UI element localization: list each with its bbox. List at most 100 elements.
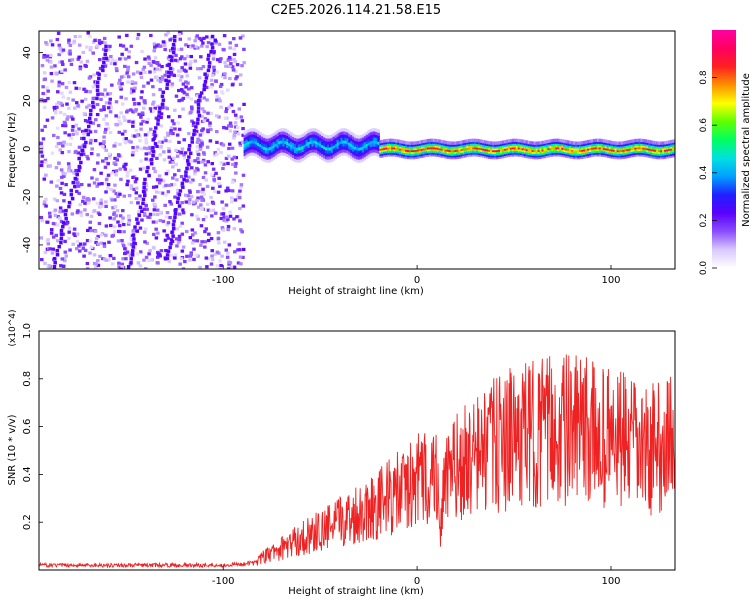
spectrogram-band-cell <box>307 150 311 154</box>
spectrogram-streak-cell <box>168 245 172 250</box>
spectrogram-noise-cell <box>52 197 57 201</box>
spectrogram-band-cell <box>588 141 592 145</box>
spectrogram-band-cell <box>319 149 322 153</box>
spectrogram-noise-cell <box>173 256 177 260</box>
spectrogram-band-cell <box>662 141 665 145</box>
spectrogram-noise-cell <box>190 159 195 163</box>
spectrogram-band-cell <box>632 140 636 145</box>
spectrogram-band-cell <box>620 143 624 147</box>
spectrogram-band-cell <box>581 150 584 154</box>
spectrogram-band-cell <box>527 142 531 146</box>
spectrogram-noise-cell <box>177 212 182 216</box>
spectrogram-band-cell <box>472 151 475 155</box>
spectrogram-band-cell <box>664 141 667 145</box>
spectrogram-band-cell <box>535 143 539 147</box>
spectrogram-noise-cell <box>188 258 192 262</box>
spectrogram-band-cell <box>399 145 402 149</box>
spectrogram-band-cell <box>585 145 588 150</box>
spectrogram-band-cell <box>501 144 505 148</box>
spectrogram-streak-cell <box>188 151 193 156</box>
spectrogram-streak-cell <box>207 64 212 69</box>
spectrogram-noise-cell <box>86 31 90 35</box>
spectrogram-noise-cell <box>174 237 179 241</box>
spectrogram-streak-cell <box>160 102 165 106</box>
spectrogram-band-cell <box>381 148 384 153</box>
spectrogram-band-cell <box>555 151 558 155</box>
spectrogram-band-cell <box>636 153 640 157</box>
spectrogram-band-cell <box>590 148 594 152</box>
spectrogram-band-cell <box>301 133 305 138</box>
spectrogram-band-cell <box>261 142 264 146</box>
spectrogram-band-cell <box>505 154 509 158</box>
spectrogram-noise-cell <box>187 37 192 41</box>
spectrogram-band-cell <box>284 152 287 157</box>
spectrogram-noise-cell <box>107 152 112 156</box>
spectrogram-noise-cell <box>196 46 200 50</box>
spectrogram-band-cell <box>446 146 450 150</box>
spectrogram-band-cell <box>654 144 657 149</box>
spectrogram-band-cell <box>350 155 353 160</box>
spectrogram-band-cell <box>309 146 313 151</box>
spectrogram-band-cell <box>492 152 495 156</box>
spectrogram-band-cell <box>328 135 332 139</box>
spectrogram-band-cell <box>255 150 258 154</box>
spectrogram-band-cell <box>440 148 444 153</box>
spectrogram-noise-cell <box>84 64 88 68</box>
spectrogram-band-cell <box>604 139 608 143</box>
spectrogram-streak-cell <box>165 253 170 257</box>
spectrogram-streak-cell <box>69 188 74 193</box>
spectrogram-noise-cell <box>57 80 62 84</box>
spectrogram-band-cell <box>482 148 485 153</box>
spectrogram-noise-cell <box>123 251 127 256</box>
spectrogram-noise-cell <box>215 264 220 268</box>
spectrogram-band-cell <box>436 153 440 157</box>
spectrogram-noise-cell <box>231 162 235 167</box>
spectrogram-band-cell <box>486 146 489 150</box>
spectrogram-band-cell <box>325 140 328 145</box>
spectrogram-band-cell <box>434 149 438 154</box>
spectrogram-band-cell <box>585 144 588 148</box>
spectrogram-band-cell <box>652 148 655 152</box>
spectrogram-streak-cell <box>73 176 78 181</box>
spectrogram-band-cell <box>672 148 675 152</box>
spectrogram-noise-cell <box>139 122 143 126</box>
spectrogram-band-cell <box>385 142 388 146</box>
spectrogram-noise-cell <box>180 147 185 151</box>
spectrogram-band-cell <box>535 141 539 145</box>
spectrogram-noise-cell <box>97 221 102 226</box>
spectrogram-noise-cell <box>179 75 184 79</box>
spectrogram-band-cell <box>511 140 515 144</box>
spectrogram-streak-cell <box>70 196 75 201</box>
spectrogram-noise-cell <box>195 198 199 203</box>
spectrogram-streak-cell <box>166 249 171 253</box>
spectrogram-band-cell <box>634 142 638 146</box>
spectrogram-band-cell <box>596 144 600 148</box>
spectrogram-noise-cell <box>211 54 216 58</box>
spectrogram-noise-cell <box>52 210 56 214</box>
spectrogram-band-cell <box>494 145 497 149</box>
spectrogram-band-cell <box>340 131 344 135</box>
spectrogram-noise-cell <box>234 77 238 81</box>
spectrogram-band-cell <box>640 147 643 152</box>
spectrogram-band-cell <box>354 140 357 144</box>
spectrogram-band-cell <box>604 144 608 149</box>
spectrogram-noise-cell <box>198 183 202 187</box>
spectrogram-band-cell <box>245 151 249 155</box>
spectrogram-band-cell <box>352 154 355 158</box>
spectrogram-band-cell <box>478 149 481 154</box>
spectrogram-band-cell <box>517 142 521 146</box>
spectrogram-band-cell <box>604 148 608 152</box>
spectrogram-band-cell <box>488 151 491 156</box>
spectrogram-band-cell <box>624 149 628 154</box>
spectrogram-noise-cell <box>42 200 47 204</box>
spectrogram-band-cell <box>618 150 622 154</box>
spectrogram-noise-cell <box>226 64 230 68</box>
spectrogram-band-cell <box>330 137 334 141</box>
spectrogram-noise-cell <box>196 190 200 194</box>
spectrogram-band-cell <box>539 153 543 158</box>
spectrogram-band-cell <box>606 145 610 149</box>
spectrogram-band-cell <box>503 152 507 157</box>
spectrogram-noise-cell <box>188 111 193 115</box>
spectrogram-noise-cell <box>123 167 128 171</box>
spectrogram-band-cell <box>535 154 539 158</box>
